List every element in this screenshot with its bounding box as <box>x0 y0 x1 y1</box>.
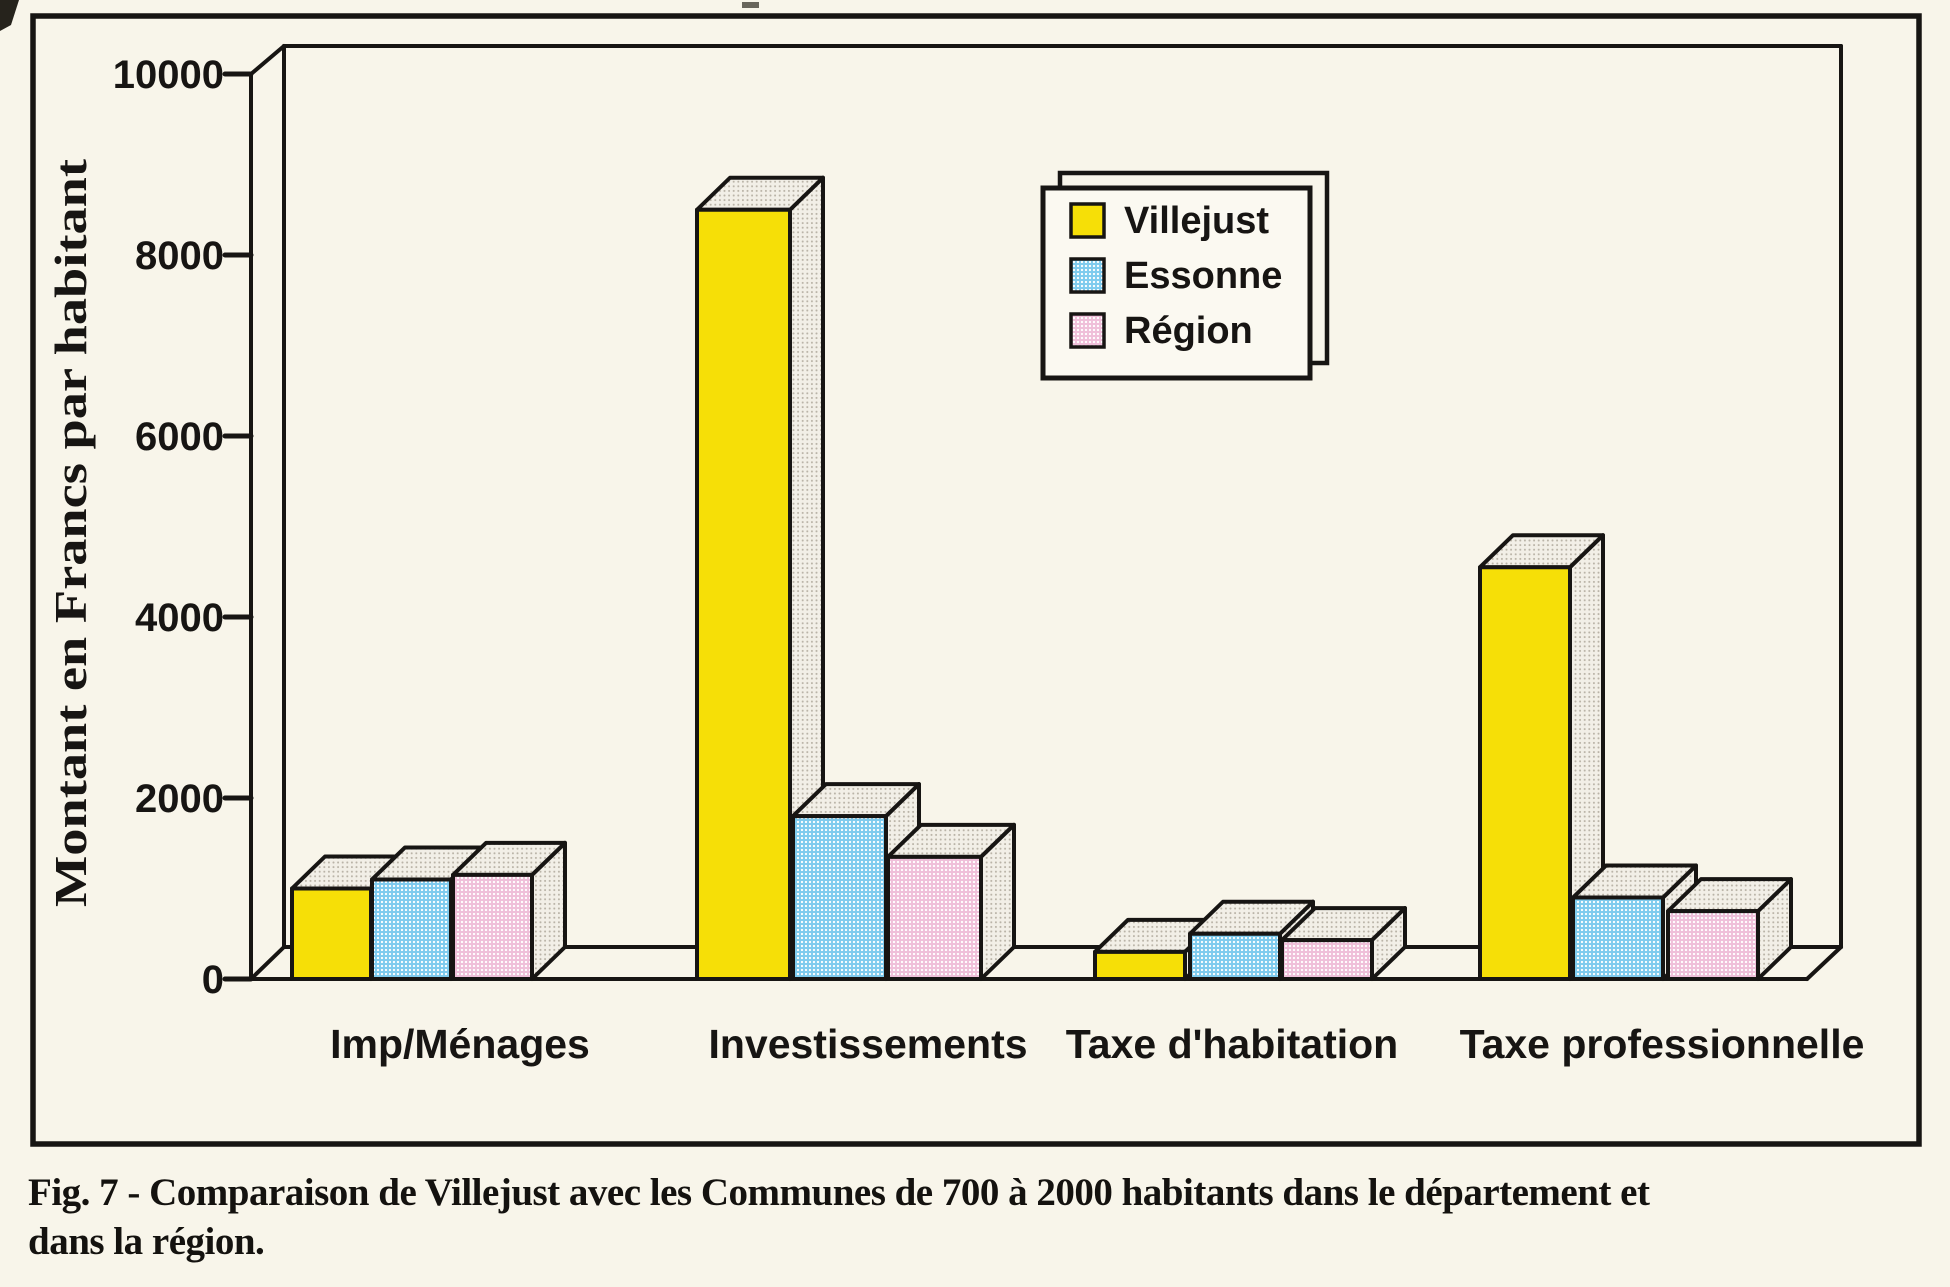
bar-Région-Taxe professionnelle <box>1666 909 1760 981</box>
floor-right-depth-connector <box>1805 945 1843 981</box>
bar-Région-Imp/Ménages <box>451 872 534 981</box>
figure-border <box>30 13 1922 1147</box>
bar-Essonne-Imp/Ménages <box>370 877 453 982</box>
legend: Villejust Essonne Région <box>1040 170 1330 381</box>
legend-label-Région: Région <box>1124 310 1253 352</box>
y-tick-label-0: 0 <box>202 958 224 1002</box>
category-label-3: Taxe d'habitation <box>1066 1021 1398 1067</box>
y-axis-title: Montant en Francs par habitant <box>45 158 96 907</box>
scan-speck-top <box>742 2 759 8</box>
axis-top-depth-connector <box>249 44 286 76</box>
y-tick-label-2000: 2000 <box>135 777 224 821</box>
legend-swatch-Région <box>1069 312 1106 349</box>
y-tick-label-10000: 10000 <box>113 53 224 97</box>
bar-Essonne-Taxe professionnelle <box>1571 895 1665 981</box>
category-label-1: Imp/Ménages <box>330 1021 590 1067</box>
figure-caption: Fig. 7 - Comparaison de Villejust avec l… <box>28 1168 1928 1266</box>
y-axis-ticks: 10000 8000 6000 4000 2000 0 <box>113 53 254 1002</box>
legend-swatch-Essonne <box>1069 257 1106 294</box>
caption-line-1: Fig. 7 - Comparaison de Villejust avec l… <box>28 1171 1650 1214</box>
legend-swatch-Villejust <box>1069 202 1106 239</box>
category-label-2: Investissements <box>708 1021 1027 1067</box>
bar-Essonne-Investissements <box>791 814 888 981</box>
category-labels: Imp/Ménages Investissements Taxe d'habitat… <box>330 1021 1864 1067</box>
y-tick-label-4000: 4000 <box>135 596 224 640</box>
legend-label-Essonne: Essonne <box>1124 255 1282 297</box>
axis-bottom-depth-connector <box>249 945 286 981</box>
y-tick-label-6000: 6000 <box>135 415 224 459</box>
bar-Essonne-Taxe d'habitation <box>1188 931 1282 981</box>
scan-smudge-top-left <box>0 0 19 31</box>
bar-Villejust-Taxe professionnelle <box>1478 565 1572 981</box>
bar-Villejust-Imp/Ménages <box>290 886 373 981</box>
bar-Villejust-Taxe d'habitation <box>1093 949 1187 981</box>
category-label-4: Taxe professionnelle <box>1460 1021 1865 1067</box>
bars-layer <box>290 175 1793 982</box>
y-tick-label-8000: 8000 <box>135 234 224 278</box>
bar-Villejust-Investissements <box>695 207 792 981</box>
legend-label-Villejust: Villejust <box>1124 200 1269 242</box>
bar-Région-Investissements <box>886 854 983 982</box>
caption-line-2: dans la région. <box>28 1220 265 1263</box>
bar-Région-Taxe d'habitation <box>1280 938 1374 982</box>
